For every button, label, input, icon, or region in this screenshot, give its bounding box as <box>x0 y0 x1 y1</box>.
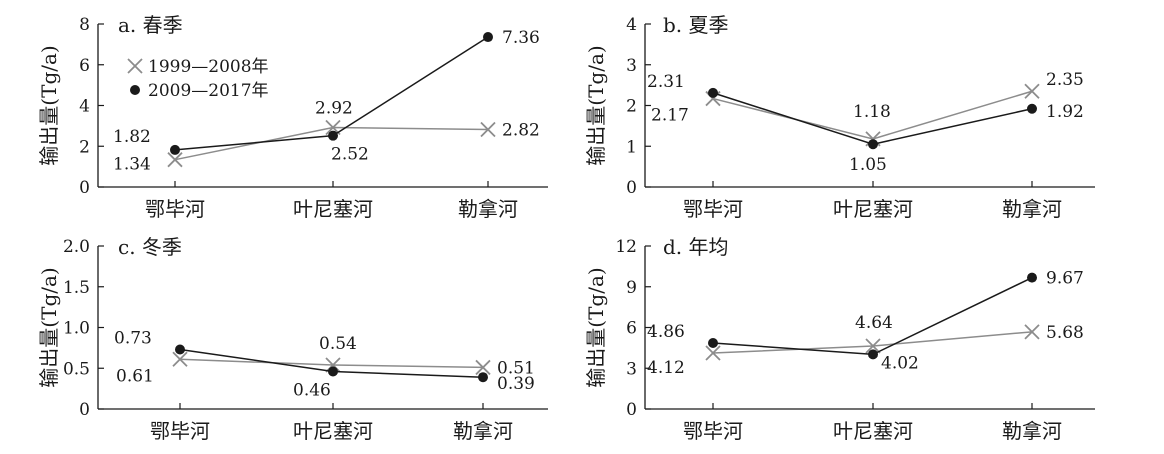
legend-marker-dot <box>130 85 140 95</box>
data-label: 4.02 <box>881 353 919 373</box>
data-point-dot <box>708 87 718 98</box>
data-label: 0.61 <box>116 366 154 386</box>
x-tick-label: 鄂毕河 <box>683 419 743 443</box>
data-label: 0.51 <box>497 358 535 378</box>
y-tick-label: 0 <box>626 178 637 198</box>
data-label: 7.36 <box>502 28 540 48</box>
data-point-dot <box>328 130 338 141</box>
y-tick-label: 2.0 <box>63 237 90 257</box>
data-label: 4.12 <box>647 358 685 378</box>
chart-panel-3: 0 3 6 9 12 鄂毕河 叶尼塞河 勒拿河 输出量(Tg/a) d. 年均 4.12 4.64 5.… <box>584 235 1095 443</box>
x-tick-label: 勒拿河 <box>1002 419 1062 443</box>
data-point-x <box>475 359 491 376</box>
data-label: 2.17 <box>651 106 689 126</box>
chart-title: c. 冬季 <box>118 235 182 259</box>
data-point-dot <box>478 372 488 383</box>
y-tick-label: 0 <box>626 400 637 420</box>
data-label: 9.67 <box>1046 269 1084 289</box>
x-tick-label: 鄂毕河 <box>150 419 210 443</box>
y-tick-label: 2 <box>626 97 637 117</box>
y-tick-label: 1.5 <box>63 278 90 298</box>
y-tick-label: 6 <box>626 319 637 339</box>
legend-label: 2009—2017年 <box>148 81 269 101</box>
chart-panel-2: 0 0.5 1.0 1.5 2.0 鄂毕河 叶尼塞河 勒拿河 输出量(Tg/a) c. 冬季 0.6… <box>37 235 548 443</box>
data-point-dot <box>1027 103 1037 114</box>
data-label: 0.73 <box>114 329 152 349</box>
data-label: 2.31 <box>647 72 685 92</box>
y-tick-label: 1 <box>626 137 637 157</box>
chart-panel-1: 0 1 2 3 4 鄂毕河 叶尼塞河 勒拿河 输出量(Tg/a) b. 夏季 2.17 1.18 2.3… <box>584 13 1095 221</box>
y-tick-label: 4 <box>626 15 637 35</box>
data-point-dot <box>175 344 185 355</box>
data-point-dot <box>708 337 718 348</box>
x-tick-label: 勒拿河 <box>453 419 513 443</box>
x-tick-label: 叶尼塞河 <box>293 197 373 221</box>
data-point-dot <box>868 139 878 150</box>
data-label: 4.64 <box>855 313 893 333</box>
data-point-x <box>172 351 188 367</box>
y-axis-label: 输出量(Tg/a) <box>584 267 608 387</box>
x-tick-label: 勒拿河 <box>458 197 518 221</box>
data-point-x <box>167 152 183 168</box>
y-tick-label: 3 <box>626 56 637 76</box>
data-point-x <box>1024 83 1040 99</box>
data-point-x <box>1024 324 1040 340</box>
y-tick-label: 0 <box>79 400 90 420</box>
data-label: 1.92 <box>1046 102 1084 122</box>
chart-title: b. 夏季 <box>663 13 729 37</box>
data-point-dot <box>328 366 338 377</box>
data-label: 0.46 <box>293 381 331 401</box>
y-tick-label: 3 <box>626 359 637 379</box>
y-tick-label: 8 <box>79 15 90 35</box>
chart-title: a. 春季 <box>118 13 183 37</box>
x-tick-label: 鄂毕河 <box>145 197 205 221</box>
x-tick-label: 鄂毕河 <box>683 197 743 221</box>
y-tick-label: 12 <box>615 237 637 257</box>
y-tick-label: 9 <box>626 278 637 298</box>
y-tick-label: 2 <box>79 137 90 157</box>
data-label: 2.35 <box>1046 70 1084 90</box>
data-label: 0.54 <box>319 334 357 354</box>
data-point-dot <box>868 349 878 360</box>
y-axis-label: 输出量(Tg/a) <box>584 45 608 165</box>
y-tick-label: 0.5 <box>63 359 90 379</box>
chart-panel-0: 0 2 4 6 8 鄂毕河 叶尼塞河 勒拿河 输出量(Tg/a) a. 春季 1.34 2.92 2.8… <box>37 13 548 221</box>
data-point-dot <box>1027 272 1037 283</box>
x-tick-label: 叶尼塞河 <box>833 197 913 221</box>
data-label: 0.39 <box>497 374 535 394</box>
data-label: 1.05 <box>849 155 887 175</box>
data-label: 1.18 <box>853 102 891 122</box>
data-point-x <box>865 338 881 354</box>
x-tick-label: 叶尼塞河 <box>833 419 913 443</box>
y-tick-label: 6 <box>79 56 90 76</box>
y-tick-label: 0 <box>79 178 90 198</box>
data-point-x <box>325 357 341 373</box>
data-point-dot <box>170 144 180 155</box>
x-tick-label: 叶尼塞河 <box>293 419 373 443</box>
data-label: 1.82 <box>113 127 151 147</box>
y-axis-label: 输出量(Tg/a) <box>37 45 61 165</box>
data-label: 5.68 <box>1046 323 1084 343</box>
data-label: 4.86 <box>647 322 685 342</box>
legend-marker-x <box>127 58 143 74</box>
y-tick-label: 1.0 <box>63 319 90 339</box>
data-point-x <box>480 121 496 138</box>
legend-label: 1999—2008年 <box>148 57 269 77</box>
legend: 1999—2008年 2009—2017年 <box>127 57 269 101</box>
data-label: 1.34 <box>113 155 151 175</box>
x-tick-label: 勒拿河 <box>1002 197 1062 221</box>
chart-title: d. 年均 <box>663 235 729 259</box>
data-point-x <box>705 345 721 361</box>
y-axis-label: 输出量(Tg/a) <box>37 267 61 387</box>
data-label: 2.52 <box>331 145 369 165</box>
data-label: 2.92 <box>315 99 353 119</box>
data-label: 2.82 <box>502 121 540 141</box>
y-tick-label: 4 <box>79 97 90 117</box>
data-point-dot <box>483 32 493 43</box>
